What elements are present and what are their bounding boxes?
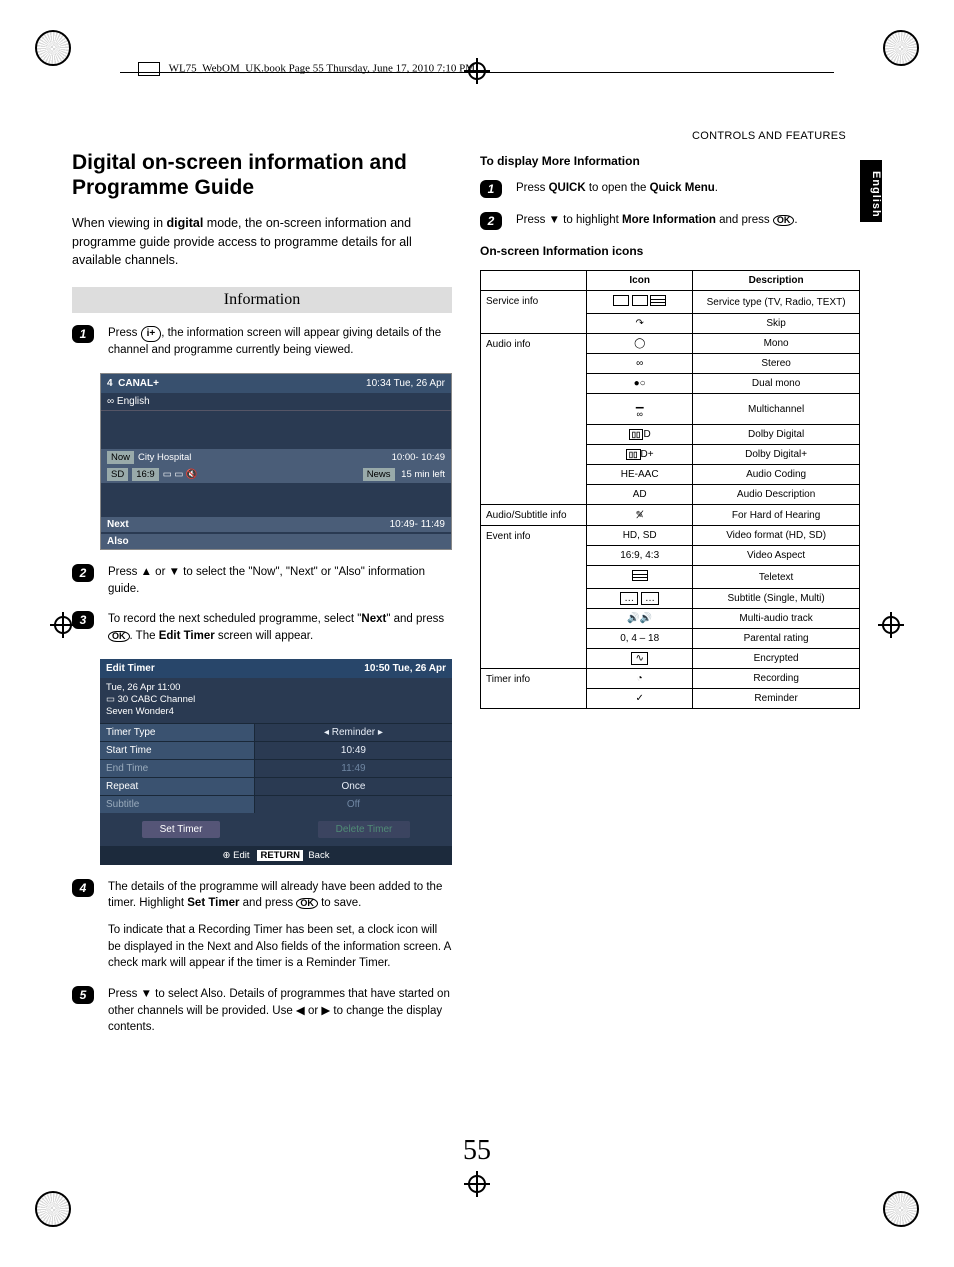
icon-description-table: Icon Description Service info Service ty… [480,270,860,709]
icon-cell: ●○ [587,374,693,394]
desc-cell: Encrypted [693,649,860,669]
subheading: To display More Information [480,154,860,168]
registration-mark [464,1171,490,1197]
content-columns: Digital on-screen information and Progra… [72,150,882,1050]
ok-button-icon: OK [773,215,795,226]
osd-info-screenshot: 4 CANAL+ 10:34 Tue, 26 Apr ∞ English Now… [100,373,452,550]
col-description: Description [693,271,860,291]
step-4: 4 The details of the programme will alre… [72,879,452,972]
icon-cell: 0, 4 – 18 [587,629,693,649]
icon-cell: ▁∞ [587,394,693,425]
registration-mark [878,612,904,638]
desc-cell: Video format (HD, SD) [693,526,860,546]
icon-cell: HE-AAC [587,465,693,485]
icon-cell [587,291,693,314]
edit-timer-screenshot: Edit Timer10:50 Tue, 26 Apr Tue, 26 Apr … [100,659,452,865]
icon-cell: ∿ [587,649,693,669]
crop-mark [35,1191,71,1227]
info-button-icon: i+ [141,326,162,343]
desc-cell: Parental rating [693,629,860,649]
step-badge: 2 [72,564,94,582]
page-number: 55 [0,1135,954,1167]
desc-cell: Dolby Digital [693,425,860,445]
step-body: Press i+, the information screen will ap… [108,325,452,359]
page-title: Digital on-screen information and Progra… [72,150,452,200]
intro-paragraph: When viewing in digital mode, the on-scr… [72,214,452,268]
delete-timer-button: Delete Timer [318,821,411,838]
left-column: Digital on-screen information and Progra… [72,150,452,1050]
icon-cell: ✓ [587,689,693,709]
desc-cell: Reminder [693,689,860,709]
book-icon [138,62,160,76]
desc-cell: Service type (TV, Radio, TEXT) [693,291,860,314]
icon-cell: ◔ [587,669,693,689]
right-step-2: 2 Press ▼ to highlight More Information … [480,212,860,230]
book-header-text: WL75_WebOM_UK.book Page 55 Thursday, Jun… [169,63,475,75]
book-header: WL75_WebOM_UK.book Page 55 Thursday, Jun… [138,62,475,76]
set-timer-button: Set Timer [142,821,221,838]
icon-cell: … … [587,589,693,609]
desc-cell: Stereo [693,354,860,374]
step-1: 1 Press i+, the information screen will … [72,325,452,359]
icon-cell: ▯▯D+ [587,445,693,465]
desc-cell: Mono [693,334,860,354]
ok-button-icon: OK [108,631,130,642]
desc-cell: Recording [693,669,860,689]
registration-mark [50,612,76,638]
desc-cell: Dual mono [693,374,860,394]
desc-cell: Skip [693,314,860,334]
language-tab: English [860,160,882,222]
crop-mark [883,1191,919,1227]
icon-cell: HD, SD [587,526,693,546]
desc-cell: Subtitle (Single, Multi) [693,589,860,609]
col-icon: Icon [587,271,693,291]
icon-cell: AD [587,485,693,505]
icon-cell: 🔊🔊 [587,609,693,629]
icon-cell: ↷ [587,314,693,334]
right-step-1: 1 Press QUICK to open the Quick Menu. [480,180,860,198]
step-2: 2 Press ▲ or ▼ to select the "Now", "Nex… [72,564,452,597]
section-bar: Information [72,287,452,313]
step-badge: 1 [72,325,94,343]
desc-cell: Teletext [693,566,860,589]
icon-cell [587,566,693,589]
icon-cell: 16:9, 4:3 [587,546,693,566]
desc-cell: Audio Coding [693,465,860,485]
step-5: 5 Press ▼ to select Also. Details of pro… [72,986,452,1036]
ok-button-icon: OK [296,898,318,909]
desc-cell: Video Aspect [693,546,860,566]
icon-cell: ◯ [587,334,693,354]
icon-cell: ✎̸ [587,505,693,526]
page: WL75_WebOM_UK.book Page 55 Thursday, Jun… [0,0,954,1267]
icon-cell: ▯▯D [587,425,693,445]
desc-cell: Multichannel [693,394,860,425]
desc-cell: Audio Description [693,485,860,505]
step-badge: 4 [72,879,94,897]
subheading: On-screen Information icons [480,244,860,258]
section-header: CONTROLS AND FEATURES [692,130,846,142]
right-column: To display More Information 1 Press QUIC… [480,150,860,1050]
icon-cell: ∞ [587,354,693,374]
desc-cell: Multi-audio track [693,609,860,629]
step-badge: 2 [480,212,502,230]
step-3: 3 To record the next scheduled programme… [72,611,452,644]
step-badge: 1 [480,180,502,198]
desc-cell: Dolby Digital+ [693,445,860,465]
crop-mark [883,30,919,66]
crop-mark [35,30,71,66]
desc-cell: For Hard of Hearing [693,505,860,526]
step-badge: 5 [72,986,94,1004]
